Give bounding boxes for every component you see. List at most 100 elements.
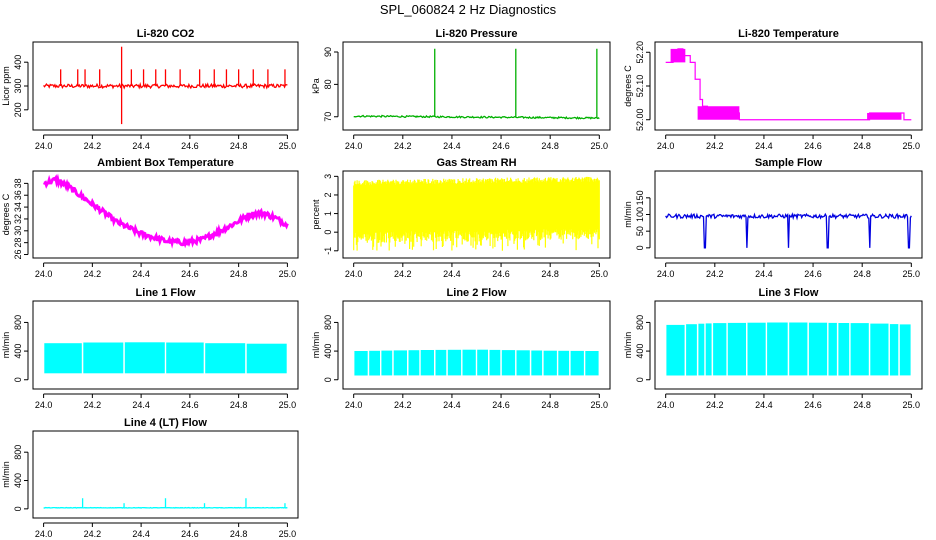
y-tick-label: 70	[323, 112, 333, 122]
flow-segment	[713, 323, 727, 376]
x-tick-label: 24.4	[132, 400, 150, 410]
x-tick-label: 24.4	[443, 269, 461, 279]
plot-frame	[32, 430, 299, 519]
x-tick-label: 24.4	[132, 141, 150, 151]
plot-frame	[32, 300, 299, 390]
y-tick-label: 400	[323, 344, 333, 359]
flow-segment	[44, 343, 82, 374]
panel-li-820-co2: Li-820 CO2 Licor ppm 24.0 24.2 24.4 24.6 24.8 2…	[1, 28, 299, 151]
y-axis-label: Licor ppm	[1, 66, 11, 106]
series-li-820-pressure	[353, 48, 600, 120]
x-tick-label: 24.0	[345, 269, 363, 279]
plot-frame	[32, 41, 299, 131]
x-tick-label: 24.2	[706, 400, 724, 410]
x-axis: 24.0 24.2 24.4 24.6 24.8 25.0	[657, 262, 920, 279]
x-tick-label: 24.8	[853, 269, 871, 279]
x-tick-label: 24.0	[35, 529, 53, 539]
y-tick-label: 0	[635, 245, 645, 250]
panel-gas-stream-rh: Gas Stream RH percent 24.0 24.2 24.4 24.6 24.8…	[311, 157, 611, 279]
series-line-4-lt-flow	[43, 498, 288, 509]
panel-title: Li-820 CO2	[137, 28, 194, 40]
x-axis: 24.0 24.2 24.4 24.6 24.8 25.0	[657, 393, 921, 410]
x-axis: 24.0 24.2 24.4 24.6 24.8 25.0	[657, 134, 921, 151]
x-tick-label: 24.8	[853, 141, 871, 151]
x-tick-label: 25.0	[279, 400, 297, 410]
x-tick-label: 24.0	[657, 141, 675, 151]
series-li-820-co2	[43, 46, 288, 125]
flow-segment	[462, 349, 476, 376]
y-tick-label: 100	[635, 207, 645, 222]
y-tick-label: 200	[13, 102, 23, 117]
flow-segment	[83, 342, 124, 374]
flow-segment	[369, 350, 380, 376]
y-tick-label: 800	[323, 315, 333, 330]
y-tick-label: 400	[13, 473, 23, 488]
x-tick-label: 24.4	[132, 269, 150, 279]
x-tick-label: 24.2	[84, 529, 102, 539]
series-line	[42, 173, 289, 249]
y-tick-label: 26	[13, 250, 23, 260]
flow-segment	[543, 350, 557, 376]
flow-segment	[698, 323, 705, 376]
x-tick-label: 24.6	[492, 141, 510, 151]
x-tick-label: 24.8	[541, 141, 559, 151]
flow-segment	[477, 349, 488, 376]
plot-frame	[32, 170, 299, 259]
y-tick-label: 38	[13, 178, 23, 188]
y-tick-label: 800	[13, 315, 23, 330]
x-tick-label: 24.0	[35, 141, 53, 151]
y-tick-label: 80	[323, 79, 333, 89]
y-tick-label: 0	[13, 377, 23, 382]
series-band	[353, 176, 600, 251]
y-tick-label: 0	[323, 230, 333, 235]
y-tick-label: 400	[13, 55, 23, 70]
x-tick-label: 24.4	[755, 141, 773, 151]
flow-segment	[570, 350, 584, 376]
x-tick-label: 25.0	[903, 400, 921, 410]
flow-segment	[531, 350, 543, 376]
x-tick-label: 24.6	[181, 529, 199, 539]
flow-segment	[838, 323, 850, 376]
x-tick-label: 24.6	[804, 400, 822, 410]
x-tick-label: 24.0	[657, 269, 675, 279]
flow-segment	[727, 322, 746, 376]
x-tick-label: 24.8	[230, 529, 248, 539]
flow-segment	[205, 343, 246, 374]
y-tick-label: 28	[13, 238, 23, 248]
y-axis: -1 0 1 2 3	[323, 174, 339, 255]
y-tick-label: 52.20	[635, 41, 645, 64]
series-ambient-box-temperature	[42, 173, 289, 249]
y-tick-label: 2	[323, 192, 333, 197]
y-axis: 0 50 100 150	[635, 190, 651, 250]
y-axis-label: ml/min	[623, 201, 633, 228]
y-tick-label: 90	[323, 47, 333, 57]
panel-title: Line 2 Flow	[447, 287, 507, 299]
y-tick-label: 800	[635, 315, 645, 330]
x-tick-label: 24.6	[492, 400, 510, 410]
panel-title: Line 1 Flow	[136, 287, 196, 299]
x-axis: 24.0 24.2 24.4 24.6 24.8 25.0	[35, 134, 296, 151]
x-tick-label: 24.8	[853, 400, 871, 410]
series-li-820-temperature	[665, 48, 912, 121]
flow-segment	[516, 350, 530, 376]
x-tick-label: 24.4	[132, 529, 150, 539]
x-tick-label: 25.0	[591, 141, 609, 151]
flow-segment	[767, 322, 788, 376]
x-tick-label: 25.0	[903, 141, 921, 151]
flow-segment	[408, 350, 420, 376]
x-tick-label: 25.0	[279, 529, 297, 539]
y-tick-label: 1	[323, 211, 333, 216]
y-tick-label: 3	[323, 174, 333, 179]
panel-title: Li-820 Pressure	[436, 28, 518, 40]
plot-frame	[654, 170, 923, 259]
y-axis: 200 300 400	[13, 55, 29, 117]
x-axis: 24.0 24.2 24.4 24.6 24.8 25.0	[35, 393, 297, 410]
x-axis: 24.0 24.2 24.4 24.6 24.8 25.0	[345, 134, 609, 151]
flow-segment	[666, 324, 685, 376]
y-axis: 26 28 30 32 34 36 38	[13, 178, 29, 260]
y-axis-label: ml/min	[1, 461, 11, 488]
panel-title: Ambient Box Temperature	[97, 157, 234, 169]
y-axis: 52.00 52.10 52.20	[635, 41, 651, 131]
